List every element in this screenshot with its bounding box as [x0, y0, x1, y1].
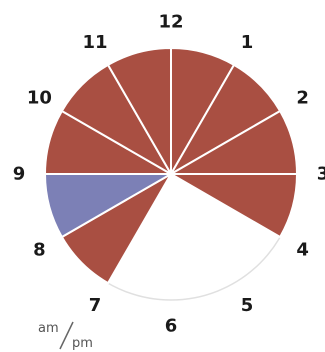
- hour-label-3: 3: [317, 164, 325, 185]
- legend-am-label: am: [38, 321, 59, 336]
- hour-label-11: 11: [82, 32, 107, 53]
- hour-label-9: 9: [13, 164, 26, 185]
- hour-label-4: 4: [296, 240, 309, 261]
- legend-slash: [59, 321, 74, 350]
- hour-label-5: 5: [241, 295, 254, 316]
- clock-slices: [44, 47, 298, 301]
- slice-3-4-am: [170, 173, 298, 238]
- hour-label-1: 1: [241, 32, 254, 53]
- hour-label-8: 8: [33, 240, 46, 261]
- hour-label-2: 2: [296, 88, 309, 109]
- hour-label-7: 7: [89, 295, 102, 316]
- hour-label-6: 6: [165, 316, 178, 337]
- slice-11-12-am: [107, 47, 172, 175]
- hour-label-10: 10: [27, 88, 52, 109]
- hour-label-12: 12: [158, 12, 183, 33]
- legend-pm-label: pm: [72, 336, 93, 351]
- am-pm-legend: am pm: [38, 321, 93, 351]
